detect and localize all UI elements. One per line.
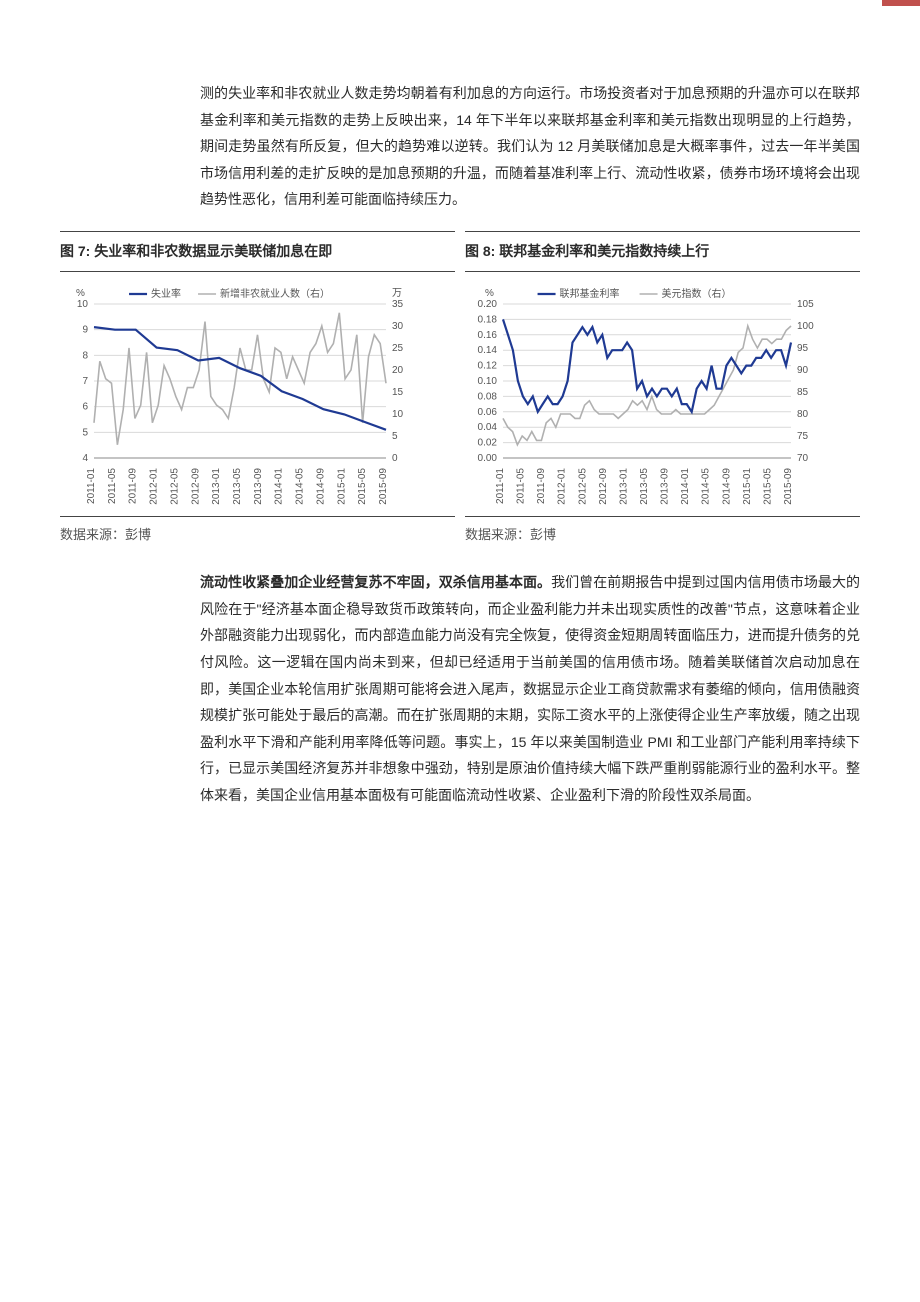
svg-text:0.08: 0.08 xyxy=(478,391,498,402)
svg-text:万: 万 xyxy=(392,288,402,299)
svg-text:2014-01: 2014-01 xyxy=(680,467,691,504)
svg-text:0.16: 0.16 xyxy=(478,329,498,340)
svg-text:2015-09: 2015-09 xyxy=(783,467,794,504)
chart7-source: 数据来源：彭博 xyxy=(60,516,455,548)
svg-text:70: 70 xyxy=(797,453,809,464)
svg-text:2015-01: 2015-01 xyxy=(336,467,347,504)
paragraph-1: 测的失业率和非农就业人数走势均朝着有利加息的方向运行。市场投资者对于加息预期的升… xyxy=(160,80,860,213)
svg-text:2012-05: 2012-05 xyxy=(169,467,180,504)
chart8-source-label: 数据来源： xyxy=(465,527,530,542)
chart8-source-value: 彭博 xyxy=(530,527,556,542)
svg-text:20: 20 xyxy=(392,365,404,376)
svg-text:5: 5 xyxy=(392,431,398,442)
charts-row: 图 7: 失业率和非农数据显示美联储加息在即 45678910051015202… xyxy=(60,231,860,547)
svg-text:0.02: 0.02 xyxy=(478,437,498,448)
svg-text:0.06: 0.06 xyxy=(478,406,498,417)
svg-text:2013-05: 2013-05 xyxy=(232,467,243,504)
chart7-source-value: 彭博 xyxy=(125,527,151,542)
svg-text:2011-09: 2011-09 xyxy=(536,467,547,503)
svg-text:5: 5 xyxy=(82,427,88,438)
svg-text:4: 4 xyxy=(82,453,88,464)
svg-text:2015-05: 2015-05 xyxy=(357,467,368,504)
svg-text:2013-09: 2013-09 xyxy=(253,467,264,504)
svg-text:2011-05: 2011-05 xyxy=(107,467,118,503)
chart8-canvas: 0.00 0.02 0.04 0.06 0.08 0.10 0.12 0.14 0.16 0.18… xyxy=(465,280,860,510)
svg-text:2011-09: 2011-09 xyxy=(128,467,139,503)
chart7-block: 图 7: 失业率和非农数据显示美联储加息在即 4 5 6 7 8 9 10 0 5 10 15 20 2… xyxy=(60,231,455,547)
svg-text:2012-01: 2012-01 xyxy=(149,467,160,504)
svg-text:0.10: 0.10 xyxy=(478,376,498,387)
svg-text:8: 8 xyxy=(82,350,88,361)
svg-text:35: 35 xyxy=(392,299,404,310)
svg-text:2015-05: 2015-05 xyxy=(762,467,773,504)
svg-text:失业率: 失业率 xyxy=(151,287,181,300)
svg-text:0.18: 0.18 xyxy=(478,314,498,325)
svg-text:85: 85 xyxy=(797,387,809,398)
svg-text:7: 7 xyxy=(82,376,88,387)
svg-text:2014-05: 2014-05 xyxy=(701,467,712,504)
svg-text:2015-01: 2015-01 xyxy=(742,467,753,504)
svg-text:9: 9 xyxy=(82,324,88,335)
accent-bar xyxy=(882,0,920,6)
svg-text:2013-09: 2013-09 xyxy=(660,467,671,504)
chart7-canvas: 4 5 6 7 8 9 10 0 5 10 15 20 25 30 35% 万 2011-01 2011-05 20… xyxy=(60,280,455,510)
svg-text:80: 80 xyxy=(797,409,809,420)
chart8-source: 数据来源：彭博 xyxy=(465,516,860,548)
svg-text:75: 75 xyxy=(797,431,809,442)
svg-text:0.20: 0.20 xyxy=(478,299,498,310)
svg-text:2012-09: 2012-09 xyxy=(190,467,201,504)
chart8-title: 图 8: 联邦基金利率和美元指数持续上行 xyxy=(465,231,860,272)
svg-text:2014-09: 2014-09 xyxy=(721,467,732,504)
svg-text:0.12: 0.12 xyxy=(478,360,498,371)
svg-text:100: 100 xyxy=(797,321,814,332)
svg-text:2015-09: 2015-09 xyxy=(378,467,389,504)
svg-text:15: 15 xyxy=(392,387,404,398)
svg-text:0.00: 0.00 xyxy=(478,453,498,464)
para2-rest: 我们曾在前期报告中提到过国内信用债市场最大的风险在于"经济基本面企稳导致货币政策… xyxy=(200,574,860,803)
svg-text:2012-09: 2012-09 xyxy=(598,467,609,504)
svg-text:2011-01: 2011-01 xyxy=(495,467,506,503)
svg-text:30: 30 xyxy=(392,321,404,332)
svg-text:%: % xyxy=(76,288,85,299)
svg-text:25: 25 xyxy=(392,343,404,354)
svg-text:2013-01: 2013-01 xyxy=(211,467,222,504)
svg-text:6: 6 xyxy=(82,401,88,412)
svg-text:2014-05: 2014-05 xyxy=(295,467,306,504)
paragraph-2: 流动性收紧叠加企业经营复苏不牢固，双杀信用基本面。我们曾在前期报告中提到过国内信… xyxy=(160,569,860,808)
svg-text:2014-09: 2014-09 xyxy=(315,467,326,504)
svg-text:2013-05: 2013-05 xyxy=(639,467,650,504)
svg-text:95: 95 xyxy=(797,343,809,354)
svg-text:新增非农就业人数（右）: 新增非农就业人数（右） xyxy=(220,287,330,300)
svg-text:0.14: 0.14 xyxy=(478,345,498,356)
svg-text:2014-01: 2014-01 xyxy=(274,467,285,504)
svg-text:2013-01: 2013-01 xyxy=(618,467,629,504)
svg-text:2012-01: 2012-01 xyxy=(557,467,568,504)
svg-text:2011-05: 2011-05 xyxy=(516,467,527,503)
para2-bold: 流动性收紧叠加企业经营复苏不牢固，双杀信用基本面。 xyxy=(200,574,551,590)
svg-text:联邦基金利率: 联邦基金利率 xyxy=(560,287,620,300)
chart7-source-label: 数据来源： xyxy=(60,527,125,542)
chart7-title: 图 7: 失业率和非农数据显示美联储加息在即 xyxy=(60,231,455,272)
chart8-block: 图 8: 联邦基金利率和美元指数持续上行 0.000.020.040.060.0… xyxy=(465,231,860,547)
svg-text:美元指数（右）: 美元指数（右） xyxy=(662,287,732,300)
svg-text:10: 10 xyxy=(77,299,89,310)
svg-text:10: 10 xyxy=(392,409,404,420)
svg-text:105: 105 xyxy=(797,299,814,310)
svg-text:2012-05: 2012-05 xyxy=(577,467,588,504)
svg-text:2011-01: 2011-01 xyxy=(86,467,97,503)
svg-text:0: 0 xyxy=(392,453,398,464)
svg-text:90: 90 xyxy=(797,365,809,376)
svg-text:%: % xyxy=(485,288,494,299)
svg-text:0.04: 0.04 xyxy=(478,422,498,433)
